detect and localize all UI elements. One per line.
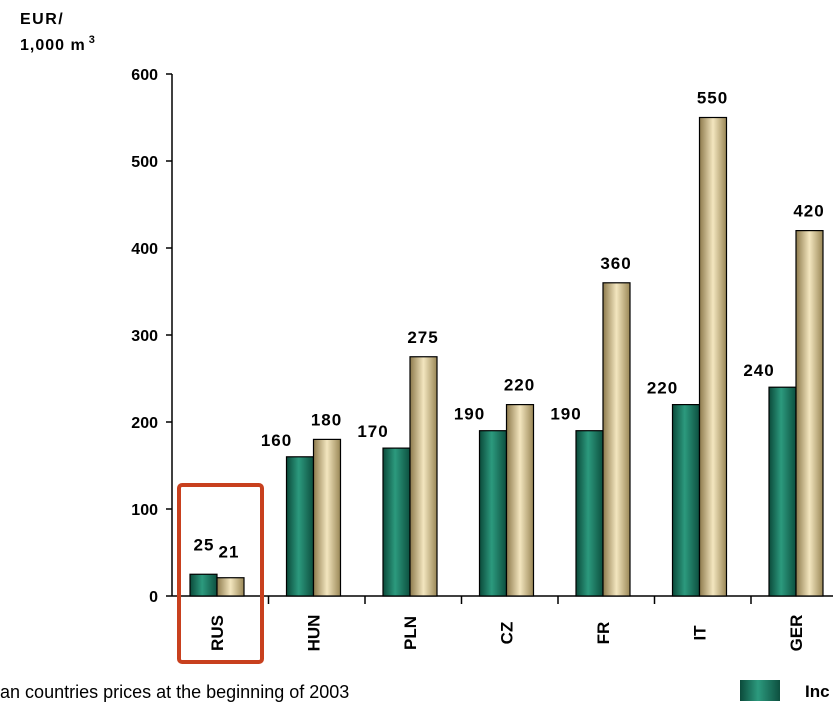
data-label: 160 [261,431,292,450]
bar [478,430,508,597]
data-label: 240 [743,361,774,380]
bar [285,456,315,597]
x-tick-label: PLN [401,616,420,650]
bar [409,356,438,597]
x-tick-label: CZ [498,622,517,645]
legend: Inc [740,680,830,701]
y-tick-label: 300 [131,328,158,345]
y-tick-label: 400 [131,241,158,258]
data-label: 21 [219,543,240,562]
bar [795,230,824,597]
bar [216,577,245,597]
data-labels: 25 160 170 190 190 220 240 21 180 275 220 360 550 420 [194,89,824,562]
highlight-box [177,483,264,664]
bar [768,386,797,597]
bar [671,404,701,597]
data-label: 220 [647,379,678,398]
x-tick-label: IT [691,625,710,641]
bar [602,282,631,597]
data-label: 190 [454,405,485,424]
data-label: 275 [407,328,438,347]
legend-label: Inc [805,682,830,701]
axes: 0 100 200 300 400 500 600 RUS HUN PLN CZ FR IT GER [131,67,833,651]
bars [177,116,824,664]
bar [382,447,411,597]
data-label: 420 [793,202,824,221]
data-label: 180 [311,410,342,429]
x-tick-label: GER [787,615,806,652]
bar [189,573,218,597]
y-axis-unit-superscript: 3 [89,34,96,46]
y-tick-label: 200 [131,415,158,432]
bar [505,404,535,597]
y-tick-label: 500 [131,154,158,171]
x-tick-label: FR [594,622,613,645]
footnote: opean countries prices at the beginning … [0,682,350,702]
x-tick-label: HUN [305,615,324,652]
bar [698,116,728,597]
y-axis-title-line1: EUR/ [20,11,64,28]
bar [312,438,342,597]
data-label: 190 [550,405,581,424]
data-label: 220 [504,376,535,395]
legend-swatch [740,680,780,701]
data-label: 550 [697,89,728,108]
data-label: 360 [600,254,631,273]
y-tick-label: 600 [131,67,158,84]
x-tick-label: RUS [208,615,227,651]
bar [575,430,604,597]
data-label: 170 [357,422,388,441]
y-tick-label: 0 [149,589,158,606]
y-axis-unit: 1,000 m [20,37,86,54]
y-tick-label: 100 [131,502,158,519]
data-label: 25 [194,535,215,554]
